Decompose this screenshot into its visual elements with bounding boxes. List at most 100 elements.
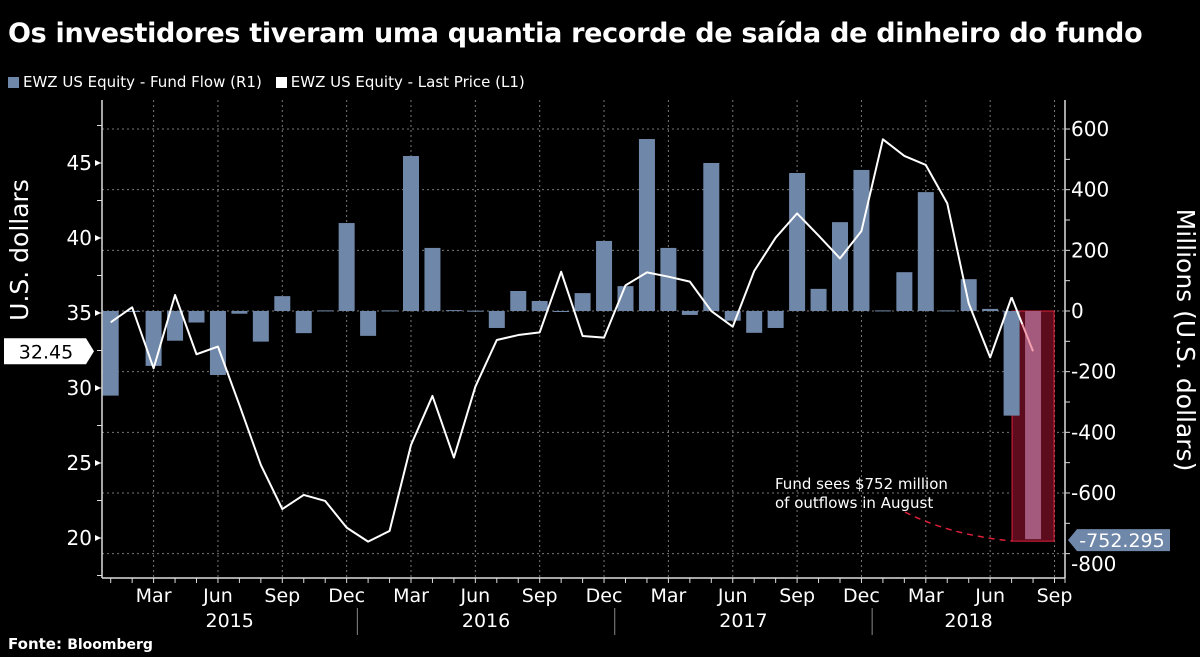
fund-flow-bar (767, 311, 784, 328)
fund-flow-bar (810, 288, 827, 311)
x-tick-label: Mar (136, 585, 172, 607)
right-tick-label: -200 (1071, 360, 1116, 384)
year-label: 2018 (944, 610, 992, 632)
legend-label: EWZ US Equity - Last Price (L1) (290, 73, 525, 91)
fund-flow-bar (209, 311, 226, 375)
source-name: Bloomberg (67, 637, 153, 653)
legend-swatch (275, 76, 287, 88)
left-tick-label: 30 (67, 376, 92, 400)
fund-flow-bar (917, 192, 934, 311)
right-axis-title: Millions (U.S. dollars) (1171, 209, 1200, 472)
left-tick-label: 25 (67, 451, 92, 475)
fund-flow-bar (488, 311, 505, 328)
fund-flow-bar (746, 311, 763, 333)
left-axis-title: U.S. dollars (5, 179, 34, 321)
left-tick-marker (95, 460, 101, 466)
fund-flow-bar (853, 169, 870, 311)
chart-title: Os investidores tiveram uma quantia reco… (8, 18, 1143, 49)
x-tick-label: Jun (202, 585, 233, 607)
source-label: Fonte: (8, 635, 62, 653)
x-tick-label: Mar (908, 585, 944, 607)
x-tick-label: Sep (522, 585, 558, 607)
fund-flow-bar (617, 286, 634, 311)
x-tick-label: Jun (460, 585, 491, 607)
year-label: 2015 (205, 610, 253, 632)
fund-flow-bar (317, 310, 334, 312)
left-tick-marker (95, 235, 101, 241)
fund-flow-bar (553, 311, 570, 312)
x-tick-label: Jun (717, 585, 748, 607)
fund-flow-bar (939, 310, 956, 312)
price-line-segment-highlight (1021, 323, 1034, 352)
x-tick-label: Mar (393, 585, 429, 607)
last-price-badge (4, 338, 94, 365)
fund-flow-bar (467, 310, 484, 312)
right-tick-label: 200 (1071, 238, 1109, 262)
right-tick-label: -800 (1071, 552, 1116, 576)
fund-flow-bar (231, 311, 248, 314)
last-flow-label: -752.295 (1079, 530, 1164, 552)
annotation-text: Fund sees $752 million (775, 475, 948, 493)
fund-flow-bar (1025, 311, 1042, 540)
fund-flow-bar (982, 308, 999, 311)
fund-flow-bar (381, 310, 398, 312)
fund-flow-bar (124, 311, 141, 312)
last-flow-badge (1068, 529, 1170, 552)
fund-flow-bar (531, 300, 548, 311)
annotation-text: of outflows in August (775, 494, 933, 512)
annotation-connector (904, 511, 1013, 542)
fund-flow-bar (338, 223, 355, 311)
fund-flow-bar (574, 293, 591, 311)
left-tick-marker (95, 160, 101, 166)
fund-flow-bar (145, 311, 162, 366)
left-tick-label: 20 (67, 526, 92, 550)
year-label: 2017 (719, 610, 767, 632)
year-label: 2016 (462, 610, 510, 632)
price-line-segment (1010, 296, 1024, 325)
right-tick-label: 400 (1071, 178, 1109, 202)
right-tick-label: 0 (1071, 299, 1084, 323)
fund-flow-bar (445, 310, 462, 312)
right-tick-label: 600 (1071, 117, 1109, 141)
fund-flow-bar (832, 222, 848, 311)
fund-flow-bar (724, 311, 741, 321)
source-note: Fonte: Bloomberg (8, 635, 153, 653)
fund-flow-bar (789, 172, 806, 311)
x-tick-label: Dec (586, 585, 623, 607)
fund-flow-bar (1003, 311, 1020, 416)
fund-flow-bar (252, 311, 269, 342)
left-tick-label: 40 (67, 226, 92, 250)
right-tick-label: -400 (1071, 420, 1116, 444)
x-tick-label: Sep (779, 585, 815, 607)
fund-flow-bar (167, 311, 184, 341)
legend: EWZ US Equity - Fund Flow (R1) EWZ US Eq… (8, 73, 525, 91)
left-tick-marker (95, 385, 101, 391)
legend-item-last-price: EWZ US Equity - Last Price (L1) (275, 73, 525, 91)
fund-flow-bar (274, 296, 291, 311)
fund-flow-bar (703, 162, 720, 311)
fund-flow-bar (424, 247, 441, 311)
fund-flow-bar (681, 311, 698, 315)
left-tick-label: 45 (67, 151, 92, 175)
left-tick-marker (95, 535, 101, 541)
fund-flow-bar (596, 240, 613, 311)
legend-swatch (8, 76, 19, 88)
fund-flow-bar (403, 156, 419, 311)
right-tick-label: -600 (1071, 481, 1116, 505)
fund-flow-bar (874, 310, 891, 312)
legend-label: EWZ US Equity - Fund Flow (R1) (23, 73, 262, 91)
fund-flow-bar (960, 279, 977, 311)
left-tick-label: 35 (67, 301, 92, 325)
fund-flow-bar (360, 311, 377, 336)
fund-flow-bar (896, 272, 913, 311)
x-tick-label: Dec (328, 585, 365, 607)
fund-flow-bar (660, 247, 677, 311)
x-tick-label: Jun (974, 585, 1005, 607)
legend-item-fund-flow: EWZ US Equity - Fund Flow (R1) (8, 73, 262, 91)
x-tick-label: Sep (264, 585, 300, 607)
x-tick-label: Mar (650, 585, 686, 607)
fund-flow-bar (188, 311, 205, 323)
price-line (110, 138, 1013, 543)
fund-flow-bar (295, 311, 312, 334)
